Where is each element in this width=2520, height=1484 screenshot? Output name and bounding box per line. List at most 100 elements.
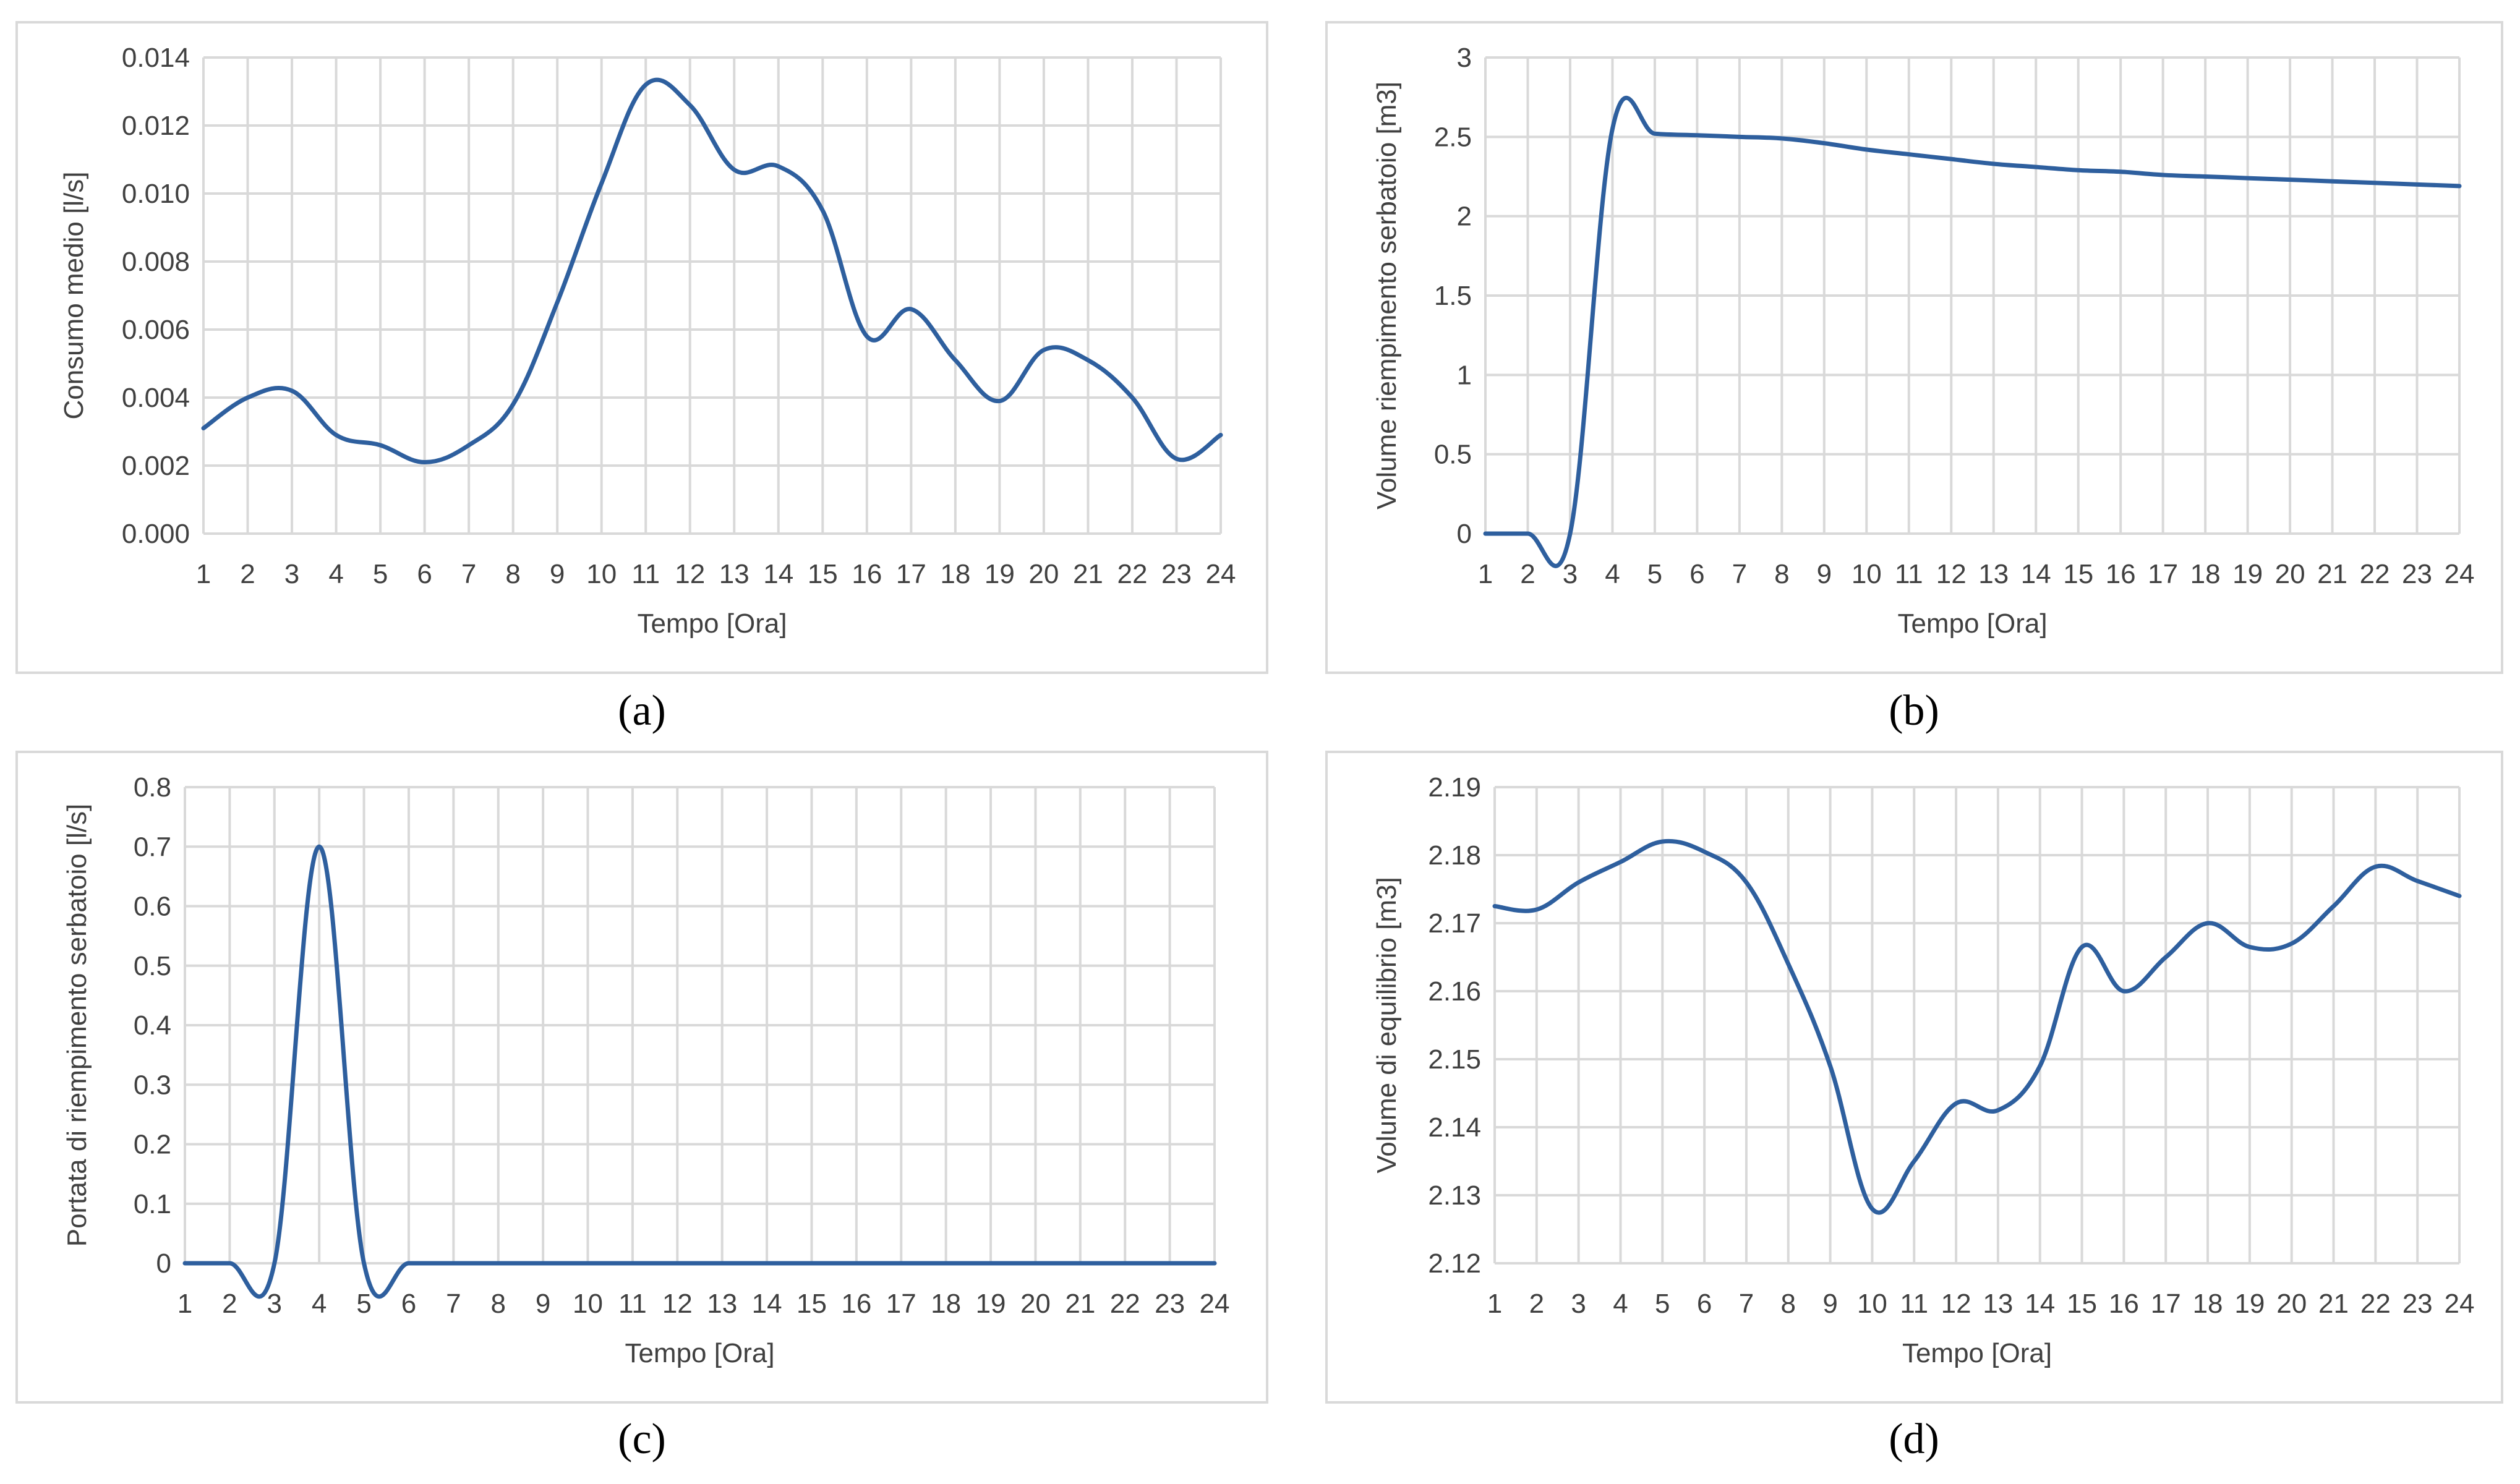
y-tick-label: 0.000 <box>122 519 190 549</box>
y-tick-label: 0.012 <box>122 111 190 141</box>
y-tick-label: 0.8 <box>134 772 171 803</box>
y-tick-label: 0.2 <box>134 1130 171 1160</box>
x-tick-label: 22 <box>2360 559 2390 589</box>
y-tick-label: 2.14 <box>1428 1112 1481 1143</box>
x-axis-title: Tempo [Ora] <box>1897 608 2047 639</box>
x-tick-label: 10 <box>573 1289 603 1319</box>
y-tick-label: 0.1 <box>134 1189 171 1219</box>
x-tick-label: 11 <box>631 559 660 589</box>
x-tick-label: 2 <box>1520 559 1535 589</box>
caption-a: (a) <box>618 687 666 735</box>
x-tick-label: 19 <box>985 559 1015 589</box>
y-tick-label: 0.4 <box>134 1010 171 1041</box>
x-tick-label: 16 <box>841 1289 871 1319</box>
x-tick-label: 17 <box>2151 1289 2181 1319</box>
y-tick-label: 1 <box>1457 360 1472 390</box>
x-tick-label: 18 <box>940 559 970 589</box>
x-tick-label: 5 <box>373 559 388 589</box>
x-tick-label: 23 <box>1155 1289 1185 1319</box>
y-tick-label: 2.17 <box>1428 908 1481 939</box>
x-axis-title: Tempo [Ora] <box>625 1338 774 1368</box>
x-tick-label: 10 <box>1857 1289 1887 1319</box>
x-tick-label: 9 <box>1822 1289 1837 1319</box>
x-tick-label: 14 <box>752 1289 782 1319</box>
x-tick-label: 2 <box>222 1289 237 1319</box>
x-tick-label: 19 <box>2232 559 2263 589</box>
x-tick-label: 20 <box>2275 559 2305 589</box>
x-tick-label: 11 <box>1895 559 1923 589</box>
y-tick-label: 0.7 <box>134 832 171 862</box>
x-tick-label: 17 <box>896 559 926 589</box>
x-tick-label: 5 <box>356 1289 371 1319</box>
y-axis-title: Consumo medio [l/s] <box>59 171 89 419</box>
x-tick-label: 21 <box>2318 1289 2349 1319</box>
x-tick-label: 15 <box>797 1289 827 1319</box>
x-tick-label: 9 <box>536 1289 550 1319</box>
x-tick-label: 1 <box>177 1289 192 1319</box>
x-tick-label: 7 <box>446 1289 461 1319</box>
chart-svg-d: 2.122.132.142.152.162.172.182.191 2 3 4 5 6 7 8… <box>1372 772 2475 1368</box>
x-tick-label: 3 <box>284 559 299 589</box>
y-tick-label: 1.5 <box>1434 281 1472 311</box>
x-tick-label: 12 <box>1936 559 1967 589</box>
caption-c: (c) <box>618 1415 666 1463</box>
x-tick-label: 4 <box>1613 1289 1628 1319</box>
x-tick-label: 8 <box>1781 1289 1796 1319</box>
y-tick-label: 0.5 <box>134 951 171 981</box>
x-tick-label: 8 <box>1774 559 1789 589</box>
y-axis-title: Volume di equilibrio [m3] <box>1372 877 1402 1173</box>
x-tick-label: 8 <box>490 1289 505 1319</box>
x-tick-label: 11 <box>1900 1289 1928 1319</box>
chart-svg-c: 00.10.20.30.40.50.60.70.81 2 3 4 5 6 7 8 9 10 11 12… <box>62 772 1229 1368</box>
x-tick-label: 21 <box>1065 1289 1095 1319</box>
y-tick-label: 3 <box>1457 43 1472 73</box>
x-axis-title: Tempo [Ora] <box>637 608 787 639</box>
series-line <box>1483 96 2462 568</box>
x-tick-label: 15 <box>2067 1289 2097 1319</box>
x-tick-label: 7 <box>1739 1289 1754 1319</box>
y-tick-label: 0.3 <box>134 1070 171 1100</box>
caption-d: (d) <box>1889 1415 1939 1463</box>
x-tick-label: 24 <box>2445 559 2475 589</box>
x-tick-label: 17 <box>2148 559 2178 589</box>
y-tick-label: 0.010 <box>122 179 190 209</box>
x-tick-label: 15 <box>2063 559 2093 589</box>
series-line <box>201 77 1223 464</box>
y-tick-label: 0.002 <box>122 451 190 481</box>
y-tick-label: 0.014 <box>122 43 190 73</box>
caption-b: (b) <box>1889 687 1939 735</box>
x-tick-label: 12 <box>662 1289 693 1319</box>
chart-panel-a: 0.000 0.002 0.004 0.006 0.008 0.010 0.012 0.014… <box>15 21 1268 674</box>
x-tick-label: 7 <box>1732 559 1747 589</box>
x-tick-label: 13 <box>707 1289 737 1319</box>
y-tick-label: 2.5 <box>1434 122 1472 152</box>
y-tick-label: 2.16 <box>1428 976 1481 1007</box>
x-tick-label: 24 <box>1206 559 1236 589</box>
x-tick-label: 3 <box>1571 1289 1586 1319</box>
chart-panel-d: 2.12 2.13 2.14 2.15 2.16 2.17 2.18 2.19 1 2 3 4 5 6 7 8… <box>1325 751 2503 1404</box>
x-tick-label: 21 <box>2317 559 2347 589</box>
y-tick-label: 0.004 <box>122 383 190 413</box>
x-tick-label: 23 <box>2402 559 2432 589</box>
y-tick-label: 0 <box>156 1248 171 1279</box>
x-tick-label: 17 <box>886 1289 916 1319</box>
x-tick-label: 4 <box>312 1289 327 1319</box>
y-tick-label: 2 <box>1457 202 1472 232</box>
x-tick-label: 10 <box>1852 559 1882 589</box>
y-tick-label: 0.008 <box>122 247 190 277</box>
x-tick-label: 7 <box>461 559 476 589</box>
x-tick-label: 3 <box>267 1289 282 1319</box>
x-tick-label: 9 <box>1817 559 1832 589</box>
x-tick-label: 22 <box>2360 1289 2391 1319</box>
x-tick-label: 6 <box>417 559 432 589</box>
x-tick-label: 16 <box>2109 1289 2139 1319</box>
x-tick-label: 20 <box>1028 559 1059 589</box>
y-axis-title: Volume riempimento serbatoio [m3] <box>1372 82 1402 510</box>
x-tick-label: 18 <box>2193 1289 2223 1319</box>
chart-svg-b: 00.511.522.531 2 3 4 5 6 7 8 9 10 11 12 13 14 15 16 17 18… <box>1372 43 2475 639</box>
y-axis-title: Portata di riempimento serbatoio [l/s] <box>62 804 92 1247</box>
x-tick-label: 24 <box>2445 1289 2475 1319</box>
x-tick-label: 14 <box>2025 1289 2055 1319</box>
x-axis-title: Tempo [Ora] <box>1902 1338 2052 1368</box>
x-tick-label: 14 <box>2021 559 2051 589</box>
